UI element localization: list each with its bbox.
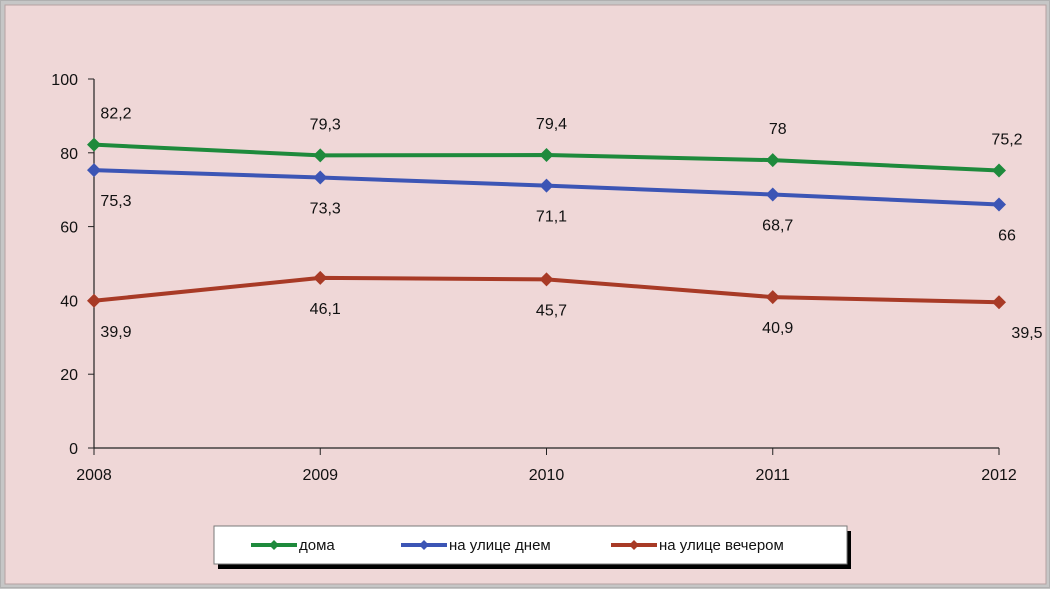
chart-background (4, 4, 1047, 585)
legend-label: на улице вечером (659, 537, 784, 554)
series-3 (87, 270, 1006, 310)
data-label: 45,7 (536, 302, 567, 319)
data-label: 79,4 (536, 116, 567, 133)
legend-label: на улице днем (449, 537, 551, 554)
data-point (87, 137, 101, 152)
data-label: 46,1 (310, 301, 341, 318)
y-tick-label: 60 (60, 220, 78, 237)
x-tick-label: 2008 (76, 467, 112, 484)
data-label: 40,9 (762, 320, 793, 337)
data-point (539, 178, 554, 193)
series-layer (87, 137, 1006, 310)
data-point (992, 197, 1006, 212)
legend: дома на улице днем на улице вечером (213, 525, 851, 569)
series-2 (87, 163, 1006, 212)
y-tick-label: 20 (60, 367, 78, 384)
legend-marker (419, 540, 429, 550)
data-point (87, 293, 101, 308)
legend-marker (629, 540, 639, 550)
y-tick-label: 100 (51, 72, 78, 89)
legend-marker (269, 540, 279, 550)
data-label: 39,5 (1011, 325, 1042, 342)
legend-entry-3: на улице вечером (611, 537, 784, 554)
data-label: 73,3 (310, 201, 341, 218)
data-point (539, 272, 554, 287)
legend-entry-1: дома (251, 537, 335, 554)
data-label: 75,2 (991, 132, 1022, 149)
data-point (313, 270, 328, 285)
y-tick-label: 80 (60, 146, 78, 163)
data-point (765, 187, 780, 202)
legend-label: дома (299, 537, 335, 554)
data-point (313, 170, 328, 185)
y-tick-label: 0 (69, 441, 78, 458)
data-label: 78 (769, 121, 787, 138)
data-point (313, 148, 328, 163)
data-point (765, 290, 780, 305)
x-tick-label: 2012 (981, 467, 1017, 484)
axes: 0 20 40 60 80 100 2008 2009 2010 2011 2012 (51, 72, 1017, 484)
x-tick-label: 2010 (529, 467, 565, 484)
legend-entry-2: на улице днем (401, 537, 551, 554)
data-label: 68,7 (762, 217, 793, 234)
x-tick-label: 2009 (302, 467, 338, 484)
data-label: 66 (998, 227, 1016, 244)
y-tick-label: 40 (60, 293, 78, 310)
data-label: 75,3 (100, 193, 131, 210)
data-point (87, 163, 101, 178)
data-point (992, 163, 1006, 178)
data-label: 82,2 (100, 106, 131, 123)
data-point (992, 295, 1006, 310)
data-labels: 82,2 79,3 79,4 78 75,2 75,3 73,3 71,1 68,7 66 39,9… (100, 106, 1042, 343)
data-label: 71,1 (536, 209, 567, 226)
data-point (765, 153, 780, 168)
data-label: 39,9 (100, 324, 131, 341)
legend-box (213, 525, 848, 565)
data-point (539, 148, 554, 163)
series-1 (87, 137, 1006, 178)
x-tick-label: 2011 (756, 467, 791, 484)
data-label: 79,3 (310, 116, 341, 133)
